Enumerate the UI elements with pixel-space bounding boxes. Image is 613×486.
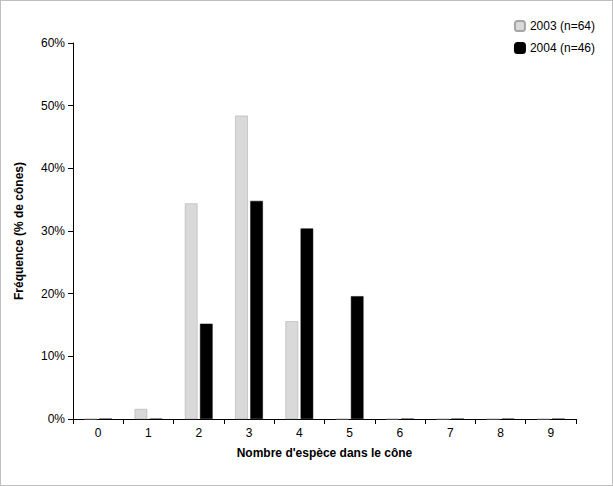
svg-text:0: 0 xyxy=(95,426,102,440)
svg-text:6: 6 xyxy=(397,426,404,440)
svg-text:2004 (n=46): 2004 (n=46) xyxy=(530,41,595,55)
svg-text:7: 7 xyxy=(447,426,454,440)
svg-text:2: 2 xyxy=(195,426,202,440)
svg-text:40%: 40% xyxy=(41,161,65,175)
svg-text:5: 5 xyxy=(346,426,353,440)
svg-text:4: 4 xyxy=(296,426,303,440)
svg-text:60%: 60% xyxy=(41,36,65,50)
svg-text:20%: 20% xyxy=(41,287,65,301)
svg-text:3: 3 xyxy=(246,426,253,440)
svg-text:8: 8 xyxy=(497,426,504,440)
svg-text:0%: 0% xyxy=(48,412,66,426)
svg-text:2003 (n=64): 2003 (n=64) xyxy=(530,19,595,33)
svg-text:50%: 50% xyxy=(41,99,65,113)
svg-text:9: 9 xyxy=(548,426,555,440)
svg-text:Fréquence (% de cônes): Fréquence (% de cônes) xyxy=(12,162,26,300)
svg-text:1: 1 xyxy=(145,426,152,440)
svg-text:Nombre d'espèce dans le cône: Nombre d'espèce dans le cône xyxy=(237,446,413,460)
svg-text:10%: 10% xyxy=(41,349,65,363)
svg-text:30%: 30% xyxy=(41,224,65,238)
